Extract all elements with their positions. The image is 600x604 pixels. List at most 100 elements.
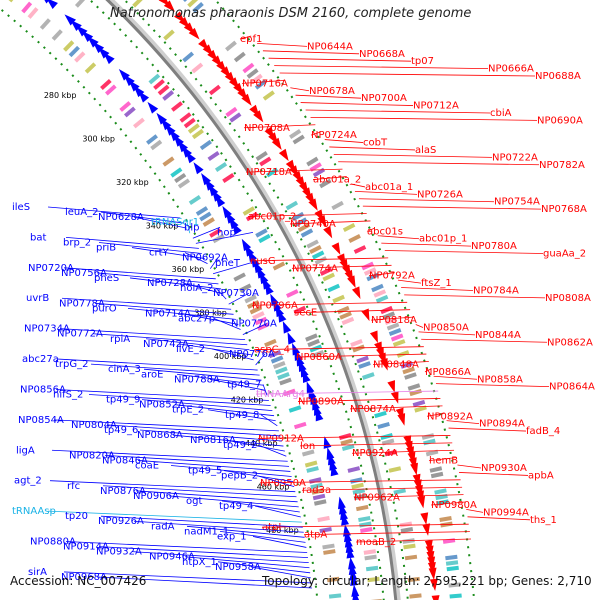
minus-gene-label: abc27a — [22, 354, 59, 365]
cog-feature-bar — [363, 549, 377, 555]
cog-feature-bar — [191, 62, 204, 74]
cog-feature-bar — [285, 200, 299, 211]
minus-gene-label: NP0856A — [20, 384, 66, 395]
minus-label-leader — [184, 252, 208, 264]
plus-gene-label: NP0848A — [373, 359, 419, 370]
cog-feature-bar — [238, 283, 252, 293]
plus-gene-label: abc01a_2 — [313, 175, 361, 186]
plus-strand-feature — [163, 0, 175, 12]
minus-gene-label: htpX_1 — [182, 557, 217, 568]
cog-feature-bar — [449, 593, 462, 599]
minus-strand-feature — [300, 364, 309, 378]
minus-gene-label: coaE — [135, 460, 159, 471]
cog-feature-bar — [258, 233, 271, 244]
plus-label-leader — [459, 472, 529, 476]
cog-feature-bar — [423, 438, 436, 446]
minus-strand-feature — [328, 452, 336, 466]
minus-strand-feature — [329, 458, 338, 471]
cog-feature-bar — [355, 504, 369, 512]
cog-feature-bar — [233, 51, 246, 63]
cog-feature-bar — [381, 438, 395, 446]
cog-feature-bar — [384, 449, 398, 457]
minus-label-leader — [182, 282, 224, 295]
cog-feature-bar — [272, 261, 286, 271]
page-title: Natronomonas pharaonis DSM 2160, complet… — [110, 6, 472, 21]
cog-feature-bar — [350, 477, 363, 484]
cog-feature-bar — [339, 311, 352, 320]
minus-gene-label: aroE — [141, 369, 163, 380]
plus-gene-label: NP0930A — [481, 463, 527, 474]
cog-feature-bar — [412, 399, 426, 408]
minus-strand-feature — [270, 293, 279, 307]
cog-feature-bar — [392, 339, 406, 347]
minus-gene-label: NP0968A — [61, 572, 107, 583]
cog-feature-bar — [202, 217, 215, 227]
cog-feature-bar — [382, 311, 396, 320]
cog-feature-bar — [353, 493, 367, 501]
cog-feature-bar — [272, 360, 286, 370]
minus-gene-label: NP0804A — [71, 420, 117, 431]
minus-label-leader — [256, 475, 295, 488]
minus-strand-feature — [337, 496, 346, 510]
cog-feature-bar — [446, 565, 459, 572]
plus-strand-feature — [188, 27, 200, 40]
plus-label-leader — [418, 331, 476, 336]
cog-feature-bar — [199, 211, 212, 222]
minus-label-leader — [96, 576, 313, 589]
cog-feature-bar — [288, 405, 302, 413]
minus-gene-label: nadM1_1 — [184, 526, 229, 537]
cog-feature-bar — [105, 84, 117, 96]
plus-gene-label: NP0980A — [431, 500, 477, 511]
cog-feature-bar — [358, 361, 371, 369]
cog-feature-bar — [421, 433, 435, 440]
minus-label-leader — [219, 530, 306, 543]
plus-label-leader — [255, 390, 439, 395]
plus-gene-label: fadB_4 — [526, 426, 560, 437]
cog-feature-bar — [222, 173, 235, 183]
minus-gene-label: exp_1 — [217, 531, 247, 542]
cog-feature-bar — [74, 51, 86, 63]
cog-feature-bar — [309, 162, 322, 172]
plus-label-leader — [430, 501, 465, 506]
cog-feature-bar — [255, 228, 268, 238]
plus-gene-label: NP0740A — [290, 219, 336, 230]
minus-strand-feature — [46, 0, 58, 9]
minus-label-leader — [212, 262, 252, 275]
plus-strand-feature — [253, 110, 264, 123]
minus-strand-feature — [277, 310, 287, 323]
plus-gene-label: NP0700A — [361, 93, 407, 104]
minus-strand-feature — [298, 359, 307, 373]
cog-feature-bar — [306, 156, 319, 167]
minus-label-leader — [168, 495, 299, 508]
cog-feature-bar — [384, 316, 398, 326]
plus-label-leader — [247, 213, 367, 217]
plus-gene-label: NP0818A — [371, 315, 417, 326]
minus-strand-feature — [350, 573, 359, 586]
plus-gene-label: NP0864A — [549, 382, 595, 393]
minus-strand-feature — [256, 266, 266, 279]
minus-label-leader — [135, 490, 298, 503]
plus-strand-feature — [410, 462, 418, 476]
plus-gene-label: atpI — [262, 522, 281, 533]
cog-feature-bar — [262, 90, 275, 101]
cog-feature-bar — [404, 372, 417, 380]
plus-label-leader — [377, 235, 420, 240]
plus-label-leader — [368, 272, 395, 277]
minus-strand-feature — [103, 52, 115, 65]
minus-label-leader — [192, 226, 221, 239]
minus-strand-feature — [282, 320, 292, 334]
cog-feature-bar — [332, 294, 345, 304]
plus-gene-label: NP0792A — [369, 271, 415, 282]
minus-label-leader — [141, 399, 273, 412]
minus-gene-label: NP0778A — [59, 298, 105, 309]
cog-feature-bar — [293, 421, 307, 430]
plus-gene-label: NP0850A — [423, 322, 469, 333]
plus-gene-label: NP0808A — [545, 293, 591, 304]
minus-strand-feature — [147, 101, 159, 114]
cog-feature-bar — [353, 245, 367, 254]
plus-label-leader — [362, 205, 542, 210]
plus-strand-feature — [417, 495, 426, 509]
cog-feature-bar — [352, 488, 366, 495]
minus-gene-label: uvrB — [26, 293, 49, 304]
minus-gene-label: NP0820A — [69, 450, 115, 461]
